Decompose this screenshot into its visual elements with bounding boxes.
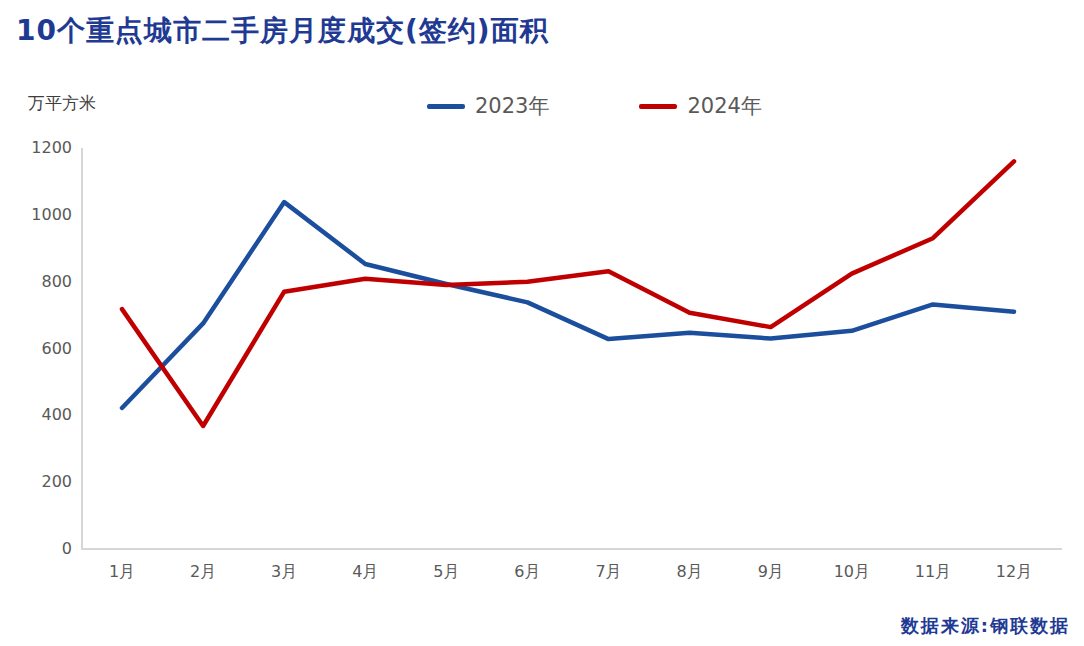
x-tick-label: 11月 [915,562,951,583]
chart-title: 10个重点城市二手房月度成交(签约)面积 [16,12,549,50]
legend-label-2024: 2024年 [687,92,761,120]
x-tick-label: 7月 [595,562,621,583]
legend-label-2023: 2023年 [475,92,549,120]
x-tick-label: 6月 [514,562,540,583]
x-tick-label: 12月 [996,562,1032,583]
x-tick-label: 5月 [433,562,459,583]
line-chart [82,148,1062,549]
legend-item-2023: 2023年 [427,92,549,120]
y-tick-label: 800 [0,272,72,292]
legend-swatch-2024-icon [639,104,677,109]
y-tick-label: 400 [0,405,72,425]
series-line-2024年 [122,161,1014,426]
data-source: 数据来源:钢联数据 [901,614,1070,638]
y-tick-label: 600 [0,339,72,359]
y-tick-label: 0 [0,539,72,559]
x-tick-label: 8月 [677,562,703,583]
x-tick-label: 2月 [190,562,216,583]
y-tick-label: 1000 [0,205,72,225]
legend-swatch-2023-icon [427,104,465,109]
x-tick-label: 4月 [352,562,378,583]
legend-item-2024: 2024年 [639,92,761,120]
legend: 2023年 2024年 [427,92,762,120]
y-axis-unit-label: 万平方米 [28,92,96,115]
x-tick-label: 10月 [834,562,870,583]
x-tick-label: 9月 [758,562,784,583]
x-tick-label: 3月 [271,562,297,583]
y-tick-label: 200 [0,472,72,492]
series-line-2023年 [122,202,1014,408]
chart-window: 10个重点城市二手房月度成交(签约)面积 万平方米 2023年 2024年 0 2… [0,0,1084,646]
x-tick-label: 1月 [109,562,135,583]
y-tick-label: 1200 [0,138,72,158]
